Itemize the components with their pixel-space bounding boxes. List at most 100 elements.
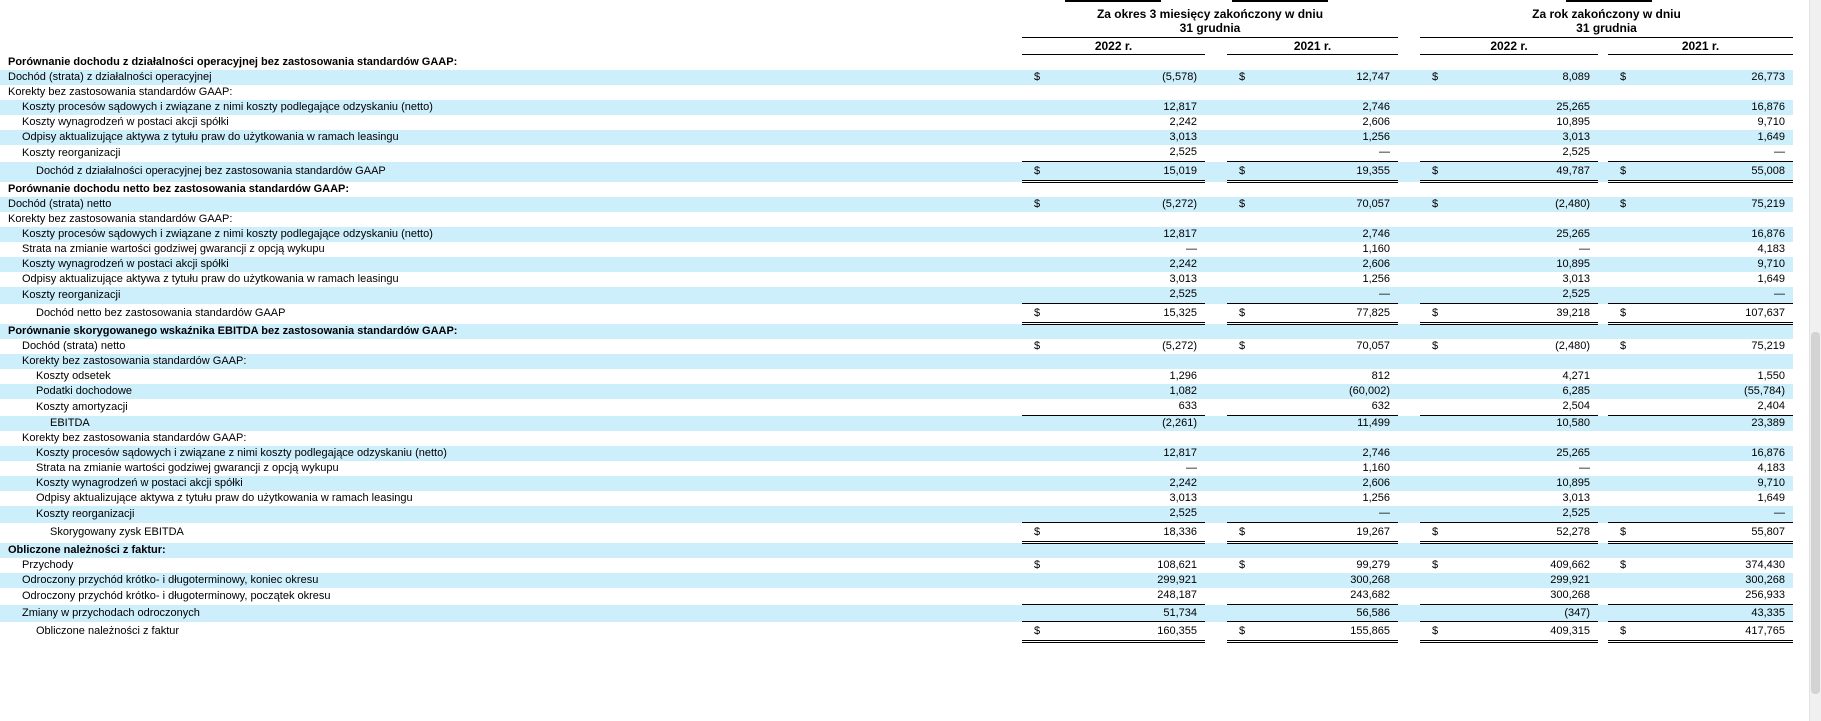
dollar-sign-cell (1608, 604, 1658, 622)
dollar-sign-cell (1420, 384, 1470, 399)
cell-value: 12,817 (1163, 227, 1197, 240)
dollar-sign-cell (1420, 543, 1470, 558)
cell-value: 2,504 (1470, 398, 1598, 416)
cell-value (1470, 212, 1598, 227)
cell-value (1072, 212, 1205, 227)
column-gap (1398, 573, 1420, 588)
dollar-sign-cell (1420, 55, 1470, 70)
cell-value (1658, 354, 1793, 369)
table-row: Dochód (strata) z działalności operacyjn… (0, 69, 1794, 85)
cell-value: — (1579, 461, 1590, 474)
dollar-sign-cell (1420, 369, 1470, 384)
column-gap (1598, 416, 1608, 431)
dollar-sign-cell (1227, 182, 1277, 197)
dollar-sign-cell (1022, 144, 1072, 162)
dollar-sign-cell (1608, 384, 1658, 399)
table-row: Koszty wynagrodzeń w postaci akcji spółk… (0, 115, 1793, 130)
dollar-sign-cell: $ (1227, 303, 1277, 325)
column-gap (1205, 197, 1227, 212)
dollar-sign-cell: $ (1239, 339, 1246, 352)
dollar-sign-cell (1022, 369, 1072, 384)
column-gap (1598, 162, 1608, 182)
vertical-scrollbar-thumb[interactable] (1811, 332, 1820, 694)
cell-value (1470, 324, 1598, 339)
column-gap (1205, 100, 1227, 115)
column-gap (1598, 491, 1608, 506)
row-label: Porównanie skorygowanego wskaźnika EBITD… (8, 324, 458, 337)
cell-value: 19,267 (1277, 522, 1398, 544)
cell-value: 1,256 (1362, 130, 1390, 143)
dollar-sign-cell (1420, 85, 1470, 100)
column-gap (1398, 558, 1420, 573)
dollar-sign-cell (1227, 212, 1277, 227)
dollar-sign-cell (1420, 324, 1470, 339)
column-gap (1398, 476, 1420, 491)
cell-value (1277, 324, 1398, 339)
dollar-sign-cell: $ (1432, 70, 1439, 83)
cell-value: 243,682 (1277, 587, 1398, 605)
dollar-sign-cell (1608, 543, 1658, 558)
cell-value: 6,285 (1562, 384, 1590, 397)
column-gap (1598, 558, 1608, 573)
column-gap (1598, 446, 1608, 461)
dollar-sign-cell (1608, 286, 1658, 304)
cell-value: — (1658, 286, 1794, 304)
dollar-sign-cell (1420, 587, 1470, 605)
dollar-sign-cell (1608, 115, 1658, 130)
cell-value: 4,183 (1757, 461, 1786, 474)
cell-value: 19,355 (1277, 161, 1398, 183)
dollar-sign-cell: $ (1034, 558, 1041, 571)
dollar-sign-cell (1608, 182, 1658, 197)
cell-value: (55,784) (1744, 384, 1786, 397)
cell-value: 2,606 (1362, 257, 1390, 270)
dollar-sign-cell (1608, 505, 1658, 523)
column-gap (1398, 324, 1420, 339)
row-label: Odpisy aktualizujące aktywa z tytułu pra… (22, 130, 399, 143)
table-row: Strata na zmianie wartości godziwej gwar… (0, 461, 1793, 476)
table-row: Korekty bez zastosowania standardów GAAP… (0, 85, 1793, 100)
dollar-sign-cell (1608, 398, 1658, 416)
cell-value: 12,817 (1163, 446, 1197, 459)
column-gap (1598, 55, 1608, 70)
cell-value: 9,710 (1757, 476, 1786, 489)
table-row: Porównanie dochodu z działalności operac… (0, 55, 1793, 70)
dollar-sign-cell: $ (1239, 558, 1246, 571)
dollar-sign-cell (1420, 398, 1470, 416)
dollar-sign-cell: $ (1227, 161, 1277, 183)
table-row: Skorygowany zysk EBITDA $18,336 $19,267 $52… (0, 522, 1794, 544)
cell-value: 70,057 (1356, 197, 1390, 210)
dollar-sign-cell (1227, 491, 1277, 506)
dollar-sign-cell (1227, 431, 1277, 446)
dollar-sign-cell (1420, 505, 1470, 523)
dollar-sign-cell (1420, 354, 1470, 369)
cell-value: 3,013 (1169, 130, 1197, 143)
cell-value: (2,261) (1162, 416, 1197, 429)
dollar-sign-cell (1608, 369, 1658, 384)
cell-value: 300,268 (1470, 587, 1598, 605)
dollar-sign-cell (1022, 416, 1072, 431)
column-gap (1598, 304, 1608, 324)
cell-value (1072, 431, 1205, 446)
vertical-scrollbar-track[interactable] (1809, 0, 1821, 721)
cell-value: 812 (1371, 369, 1390, 382)
table-row: Koszty odsetek 1,296 812 4,271 1,550 (0, 369, 1793, 384)
dollar-sign-cell (1608, 416, 1658, 431)
row-label: Korekty bez zastosowania standardów GAAP… (8, 212, 233, 225)
dollar-sign-cell (1022, 573, 1072, 588)
cell-value: (5,578) (1162, 70, 1197, 83)
cell-value: 1,082 (1169, 384, 1197, 397)
dollar-sign-cell (1022, 604, 1072, 622)
dollar-sign-cell (1227, 144, 1277, 162)
column-gap (1598, 145, 1608, 162)
cell-value (1072, 543, 1205, 558)
cell-value: 2,242 (1169, 115, 1197, 128)
row-label: Dochód (strata) z działalności operacyjn… (8, 70, 212, 83)
column-gap (1598, 354, 1608, 369)
cell-value: 2,242 (1169, 257, 1197, 270)
cell-value: 633 (1072, 398, 1205, 416)
cell-value: 2,746 (1362, 446, 1390, 459)
column-gap (1205, 212, 1227, 227)
column-gap (1205, 523, 1227, 543)
dollar-sign-cell (1227, 384, 1277, 399)
dollar-sign-cell (1608, 144, 1658, 162)
